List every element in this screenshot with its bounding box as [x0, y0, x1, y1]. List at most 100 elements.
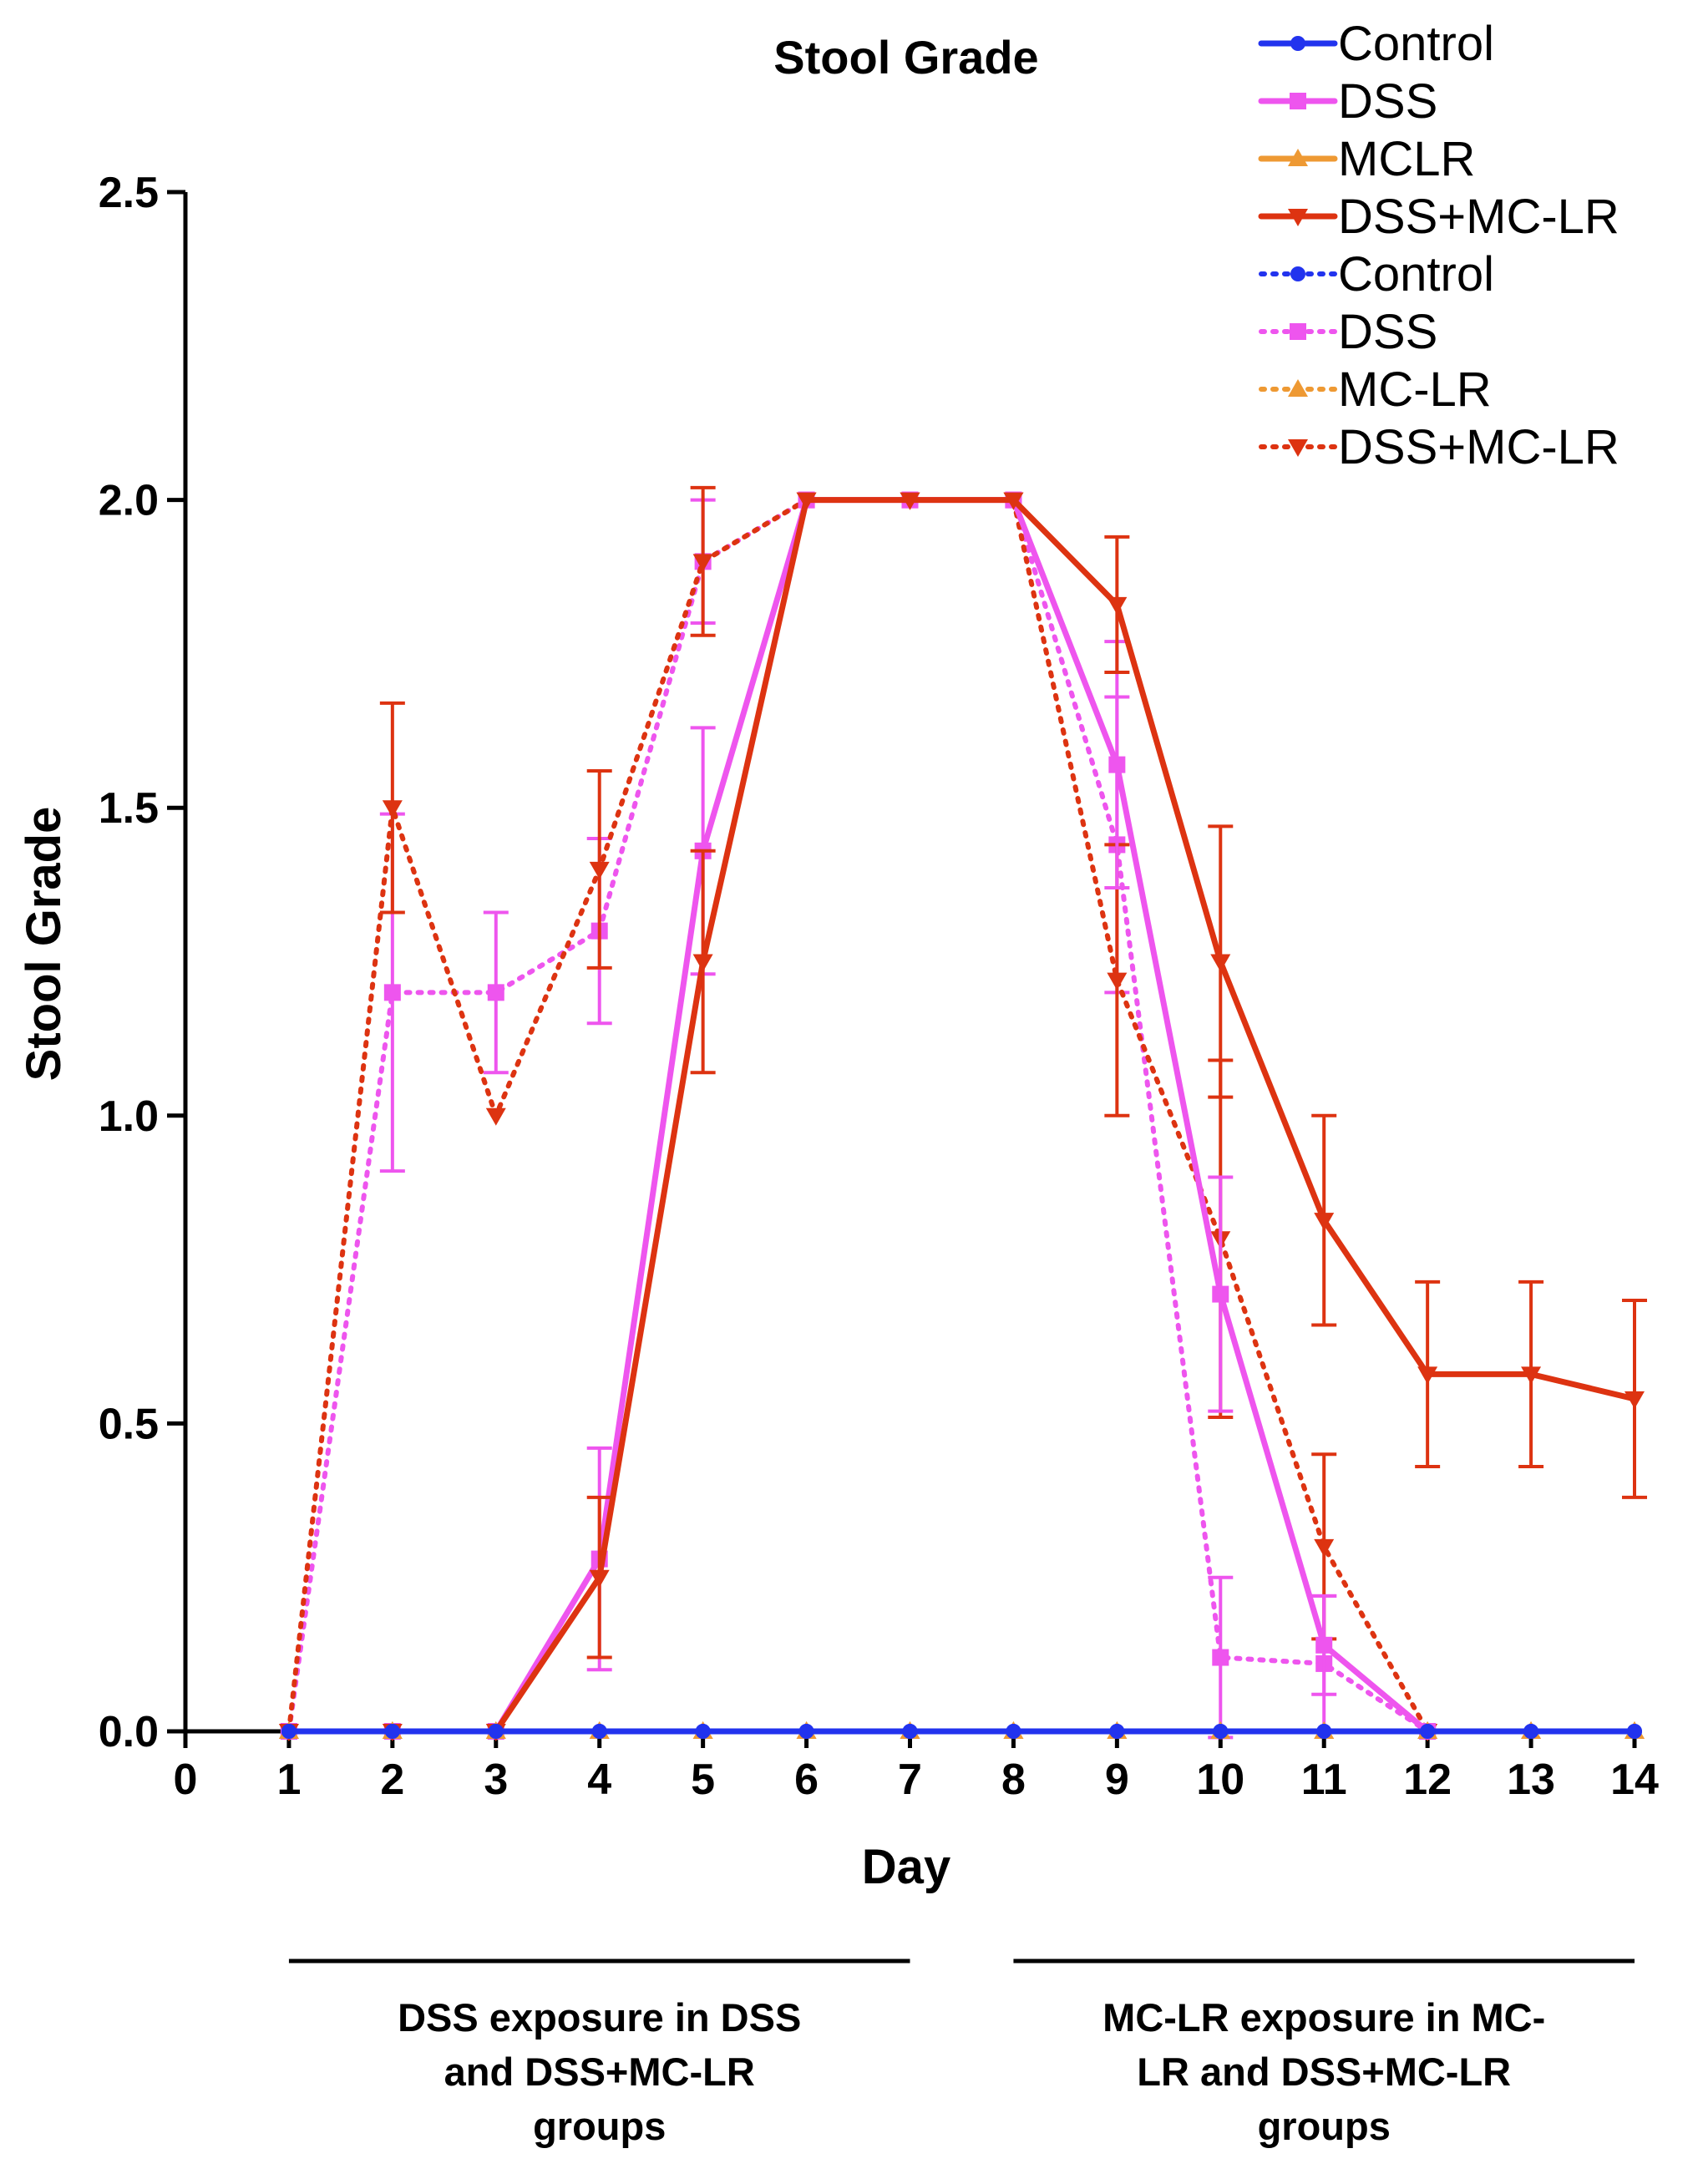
data-point: [1109, 1724, 1125, 1739]
legend-label: Control: [1338, 247, 1494, 302]
x-tick-label: 0: [174, 1756, 198, 1804]
annotation-text: and DSS+MC-LR: [444, 2050, 755, 2094]
y-tick-label: 2.0: [99, 477, 159, 525]
data-point: [1316, 1724, 1332, 1739]
axes: 0.00.51.01.52.02.50 1 2 3 4 5 6 7 8 9 10 11 12 13 14: [99, 169, 1659, 1804]
data-point: [1314, 1213, 1335, 1231]
data-point: [796, 492, 817, 510]
data-point: [487, 984, 504, 1001]
x-tick-label: 2: [380, 1756, 404, 1804]
data-point: [591, 1724, 607, 1739]
legend-label: MCLR: [1338, 132, 1475, 186]
data-point: [382, 800, 403, 818]
data-point: [1521, 1366, 1542, 1385]
series-5-dss: [280, 491, 1437, 1740]
data-point: [1420, 1724, 1436, 1739]
legend-entry: Control: [1258, 17, 1494, 71]
y-tick-label: 0.0: [99, 1708, 159, 1756]
data-point: [1625, 1391, 1645, 1409]
legend-swatch-marker: [1288, 209, 1308, 226]
legend-entry: DSS+MC-LR: [1258, 190, 1619, 244]
legend-entry: MC-LR: [1259, 362, 1492, 417]
data-point: [383, 984, 401, 1001]
plot-area: [278, 485, 1647, 1741]
series-0-control: [281, 1724, 1642, 1739]
legend-swatch-marker: [1288, 149, 1308, 166]
data-point: [1627, 1724, 1642, 1739]
data-point: [900, 492, 920, 510]
data-point: [692, 954, 713, 972]
x-tick-label: 7: [898, 1756, 922, 1804]
data-point: [281, 1724, 297, 1739]
legend-entry: DSS+MC-LR: [1259, 420, 1619, 474]
y-axis-title: Stool Grade: [17, 807, 71, 1082]
x-tick-label: 11: [1301, 1756, 1347, 1804]
x-tick-label: 8: [1001, 1756, 1026, 1804]
annotation-text: DSS exposure in DSS: [398, 1995, 801, 2040]
y-tick-label: 2.5: [99, 169, 159, 217]
x-tick-label: 12: [1403, 1756, 1452, 1804]
data-point: [1314, 1538, 1335, 1557]
series-1-dss: [280, 491, 1437, 1740]
series-line: [286, 497, 1431, 1735]
legend-label: Control: [1338, 17, 1494, 71]
legend-label: DSS: [1338, 305, 1437, 359]
y-tick-label: 1.0: [99, 1092, 159, 1141]
legend-swatch-marker: [1288, 379, 1308, 397]
legend-entry: DSS: [1259, 305, 1437, 359]
legend-swatch-marker: [1290, 266, 1305, 281]
data-point: [1107, 596, 1128, 615]
exposure-annotation: DSS exposure in DSS and DSS+MC-LR groups: [288, 1959, 910, 2148]
x-tick-label: 1: [276, 1756, 301, 1804]
legend-label: DSS+MC-LR: [1338, 420, 1619, 474]
x-tick-label: 9: [1105, 1756, 1129, 1804]
x-tick-label: 14: [1610, 1756, 1659, 1804]
data-point: [1006, 1724, 1021, 1739]
legend-entry: Control: [1259, 247, 1494, 302]
legend-entry: MCLR: [1258, 132, 1475, 186]
legend-swatch-marker: [1288, 439, 1308, 457]
legend-label: DSS+MC-LR: [1338, 190, 1619, 244]
legend-swatch-marker: [1290, 323, 1306, 340]
data-point: [1107, 972, 1128, 991]
legend-label: MC-LR: [1338, 362, 1492, 417]
series-7-dss-mc-lr: [278, 485, 1438, 1741]
legend-label: DSS: [1338, 74, 1437, 129]
x-tick-label: 3: [484, 1756, 508, 1804]
data-point: [692, 554, 713, 572]
data-point: [1213, 1724, 1229, 1739]
data-point: [1108, 756, 1126, 773]
data-point: [1210, 954, 1231, 972]
x-tick-label: 5: [691, 1756, 715, 1804]
annotation-text: groups: [1258, 2104, 1391, 2148]
x-axis-title: Day: [862, 1840, 950, 1894]
x-tick-label: 6: [794, 1756, 819, 1804]
data-point: [902, 1724, 918, 1739]
chart-title: Stool Grade: [773, 31, 1038, 84]
x-tick-label: 13: [1507, 1756, 1555, 1804]
x-tick-label: 10: [1196, 1756, 1244, 1804]
data-point: [1212, 1649, 1229, 1666]
y-tick-label: 0.5: [99, 1400, 159, 1448]
data-point: [1212, 1285, 1229, 1303]
data-point: [1523, 1724, 1539, 1739]
data-point: [485, 1107, 506, 1126]
data-point: [1417, 1366, 1438, 1385]
series-line: [286, 497, 1431, 1734]
exposure-annotation: MC-LR exposure in MC- LR and DSS+MC-LR gro…: [1013, 1959, 1635, 2148]
data-point: [1315, 1636, 1333, 1654]
series-line: [286, 497, 1638, 1735]
data-point: [488, 1724, 504, 1739]
series-3-dss-mc-lr: [278, 492, 1647, 1741]
annotation-text: groups: [533, 2104, 666, 2148]
legend: ControlDSSMCLRDSS+MC-LRControlDSSMC-LRDS…: [1258, 17, 1619, 474]
legend-swatch-marker: [1290, 93, 1306, 109]
data-point: [384, 1724, 400, 1739]
data-point: [589, 1569, 610, 1588]
data-point: [589, 861, 610, 879]
legend-entry: DSS: [1258, 74, 1437, 129]
x-tick-label: 4: [587, 1756, 611, 1804]
data-point: [798, 1724, 814, 1739]
